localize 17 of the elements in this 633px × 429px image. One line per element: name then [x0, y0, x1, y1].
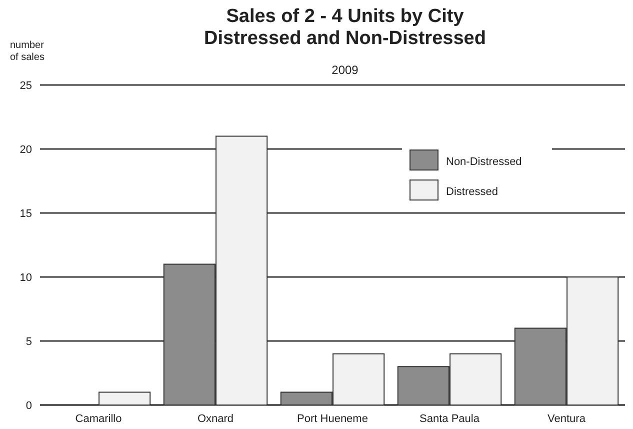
x-tick-label: Ventura [548, 413, 586, 425]
y-tick-label: 20 [20, 144, 32, 156]
y-tick-label: 10 [20, 272, 32, 284]
legend-label: Distressed [446, 186, 498, 198]
x-tick-label: Camarillo [75, 413, 122, 425]
x-tick-label: Oxnard [197, 413, 234, 425]
x-tick-label: Port Hueneme [297, 413, 368, 425]
bar [98, 392, 151, 406]
chart-title: Sales of 2 - 4 Units by City Distressed and Non-Distressed [204, 6, 486, 49]
x-tick-label: Santa Paula [420, 413, 480, 425]
y-tick-label: 0 [26, 400, 32, 412]
chart-subtitle: 2009 [332, 63, 359, 77]
y-tick-label: 25 [20, 80, 32, 92]
legend-label: Non-Distressed [446, 156, 522, 168]
y-tick-label: 15 [20, 208, 32, 220]
y-tick-label: 5 [26, 336, 32, 348]
y-axis-title: number of sales [10, 40, 45, 63]
